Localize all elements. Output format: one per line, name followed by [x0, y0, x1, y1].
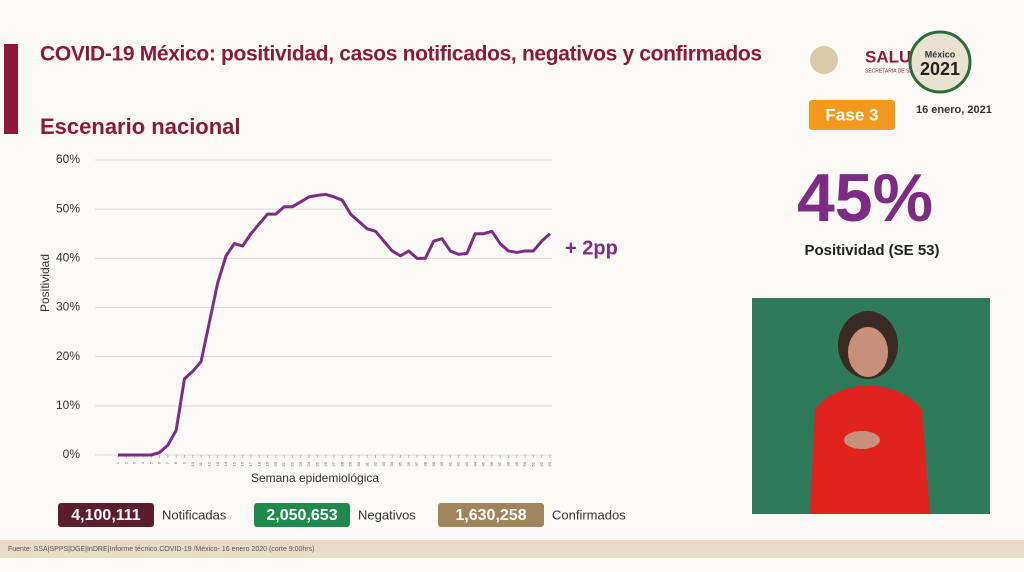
x-tick-label: 4 — [140, 461, 145, 464]
x-tick-label: 15 — [231, 461, 236, 466]
torso — [810, 385, 930, 514]
phase-badge — [809, 100, 895, 130]
x-tick-label: 35 — [398, 461, 403, 466]
x-tick-label: 25 — [314, 461, 319, 466]
x-tick-label: 6 — [157, 461, 162, 464]
accent-bar — [4, 44, 18, 134]
x-tick-label: 53 — [547, 461, 552, 466]
x-tick-label: 12 — [206, 461, 211, 466]
x-tick-label: 28 — [339, 461, 344, 466]
x-tick-label: 7 — [165, 461, 170, 464]
x-tick-label: 52 — [539, 461, 544, 466]
y-tick-label: 60% — [56, 152, 80, 166]
total-badge — [58, 503, 154, 527]
x-tick-label: 40 — [439, 461, 444, 466]
x-tick-label: 42 — [456, 461, 461, 466]
x-tick-label: 11 — [198, 461, 203, 466]
x-tick-label: 20 — [273, 461, 278, 466]
seal — [810, 46, 838, 74]
x-tick-label: 23 — [298, 461, 303, 466]
x-tick-label: 36 — [406, 461, 411, 466]
x-tick-label: 16 — [240, 461, 245, 466]
x-tick-label: 47 — [497, 461, 502, 466]
y-tick-label: 40% — [56, 251, 80, 265]
face — [848, 327, 888, 377]
y-tick-label: 30% — [56, 300, 80, 314]
total-value: 1,630,258 — [455, 507, 526, 524]
x-tick-label: 21 — [281, 461, 286, 466]
total-value: 2,050,653 — [266, 507, 337, 524]
x-tick-label: 9 — [182, 461, 187, 464]
series-line — [118, 192, 551, 457]
x-tick-label: 31 — [364, 461, 369, 466]
x-tick-label: 29 — [348, 461, 353, 466]
x-axis-label: Semana epidemiológica — [251, 471, 379, 485]
logo-sub: SECRETARÍA DE SALUD — [865, 67, 923, 74]
y-tick-label: 0% — [63, 447, 81, 461]
x-tick-label: 43 — [464, 461, 469, 466]
x-tick-label: 39 — [431, 461, 436, 466]
slide-title: COVID-19 México: positividad, casos noti… — [40, 43, 762, 66]
emblem — [908, 30, 972, 94]
y-tick-label: 50% — [56, 201, 80, 215]
x-tick-label: 50 — [522, 461, 527, 466]
x-tick-label: 37 — [414, 461, 419, 466]
x-tick-label: 2 — [123, 461, 128, 464]
x-tick-label: 46 — [489, 461, 494, 466]
footer-source: Fuente: SSA|SPPS|DGE|InDRE|Informe técni… — [8, 546, 314, 553]
kpi-label: Positividad (SE 53) — [804, 242, 939, 259]
x-tick-label: 13 — [215, 461, 220, 466]
emblem-year: 2021 — [920, 59, 960, 79]
date-line: 16 enero, 2021 — [916, 104, 992, 116]
x-tick-label: 32 — [373, 461, 378, 466]
x-tick-label: 30 — [356, 461, 361, 466]
y-axis-label: Positividad — [38, 254, 52, 312]
x-tick-label: 19 — [265, 461, 270, 466]
x-tick-label: 48 — [506, 461, 511, 466]
kpi-value: 45% — [797, 160, 933, 236]
x-tick-label: 34 — [389, 461, 394, 466]
annotation: + 2pp — [565, 237, 618, 259]
x-tick-label: 14 — [223, 461, 228, 466]
subtitle: Escenario nacional — [40, 114, 241, 139]
y-tick-label: 10% — [56, 398, 80, 412]
emblem-top: México — [925, 49, 956, 59]
x-tick-label: 38 — [422, 461, 427, 466]
x-tick-label: 24 — [306, 461, 311, 466]
footer-bar — [0, 540, 1024, 558]
total-label: Confirmados — [552, 507, 626, 522]
x-tick-label: 33 — [381, 461, 386, 466]
x-tick-label: 8 — [173, 461, 178, 464]
x-tick-label: 1 — [115, 461, 120, 464]
x-tick-label: 17 — [248, 461, 253, 466]
x-tick-label: 18 — [256, 461, 261, 466]
x-tick-label: 51 — [530, 461, 535, 466]
x-tick-label: 45 — [481, 461, 486, 466]
x-tick-label: 5 — [148, 461, 153, 464]
x-tick-label: 44 — [472, 461, 477, 466]
x-tick-label: 49 — [514, 461, 519, 466]
hands — [844, 431, 880, 449]
x-tick-label: 26 — [323, 461, 328, 466]
total-badge — [254, 503, 350, 527]
total-label: Notificadas — [162, 507, 227, 522]
total-value: 4,100,111 — [71, 507, 141, 524]
x-tick-label: 22 — [290, 461, 295, 466]
interpreter-video — [752, 298, 990, 514]
total-badge — [438, 503, 544, 527]
x-tick-label: 27 — [331, 461, 336, 466]
y-tick-label: 20% — [56, 349, 80, 363]
x-tick-label: 10 — [190, 461, 195, 466]
x-tick-label: 41 — [447, 461, 452, 466]
phase-label: Fase 3 — [826, 105, 879, 124]
x-tick-label: 3 — [132, 461, 137, 464]
total-label: Negativos — [358, 507, 416, 522]
